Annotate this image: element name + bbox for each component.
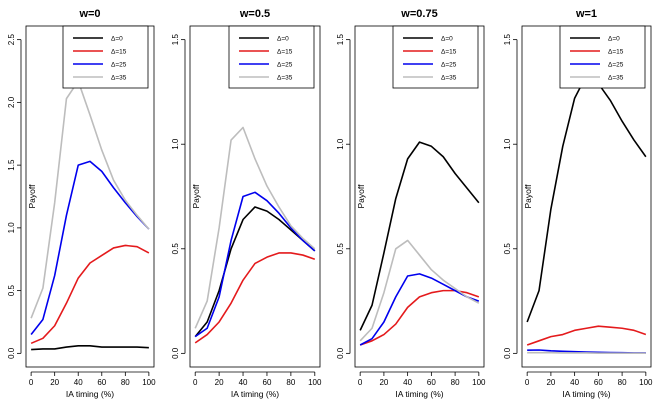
x-tick-label: 0 xyxy=(358,378,363,387)
x-tick-label: 40 xyxy=(403,378,412,387)
panel-title: w=1 xyxy=(575,8,597,20)
y-tick-label: 1.5 xyxy=(336,34,345,46)
x-tick-label: 80 xyxy=(451,378,460,387)
panel-1: w=0 0 20 40 60 80 100 IA timing (%) 0.0 0.5 1.0 1.5… xyxy=(7,8,156,399)
x-tick-label: 100 xyxy=(639,378,653,387)
series-line-3 xyxy=(359,273,480,346)
legend-entry: Δ=25 xyxy=(277,62,293,69)
legend-entry: Δ=35 xyxy=(608,75,624,82)
y-tick-label: 1.0 xyxy=(503,138,512,150)
y-tick-label: 1.5 xyxy=(503,34,512,46)
legend-entry: Δ=25 xyxy=(608,62,624,69)
x-axis-label: IA timing (%) xyxy=(562,389,610,399)
series-line-1 xyxy=(359,141,480,331)
x-tick-label: 20 xyxy=(215,378,224,387)
series-line-4 xyxy=(194,126,316,329)
y-tick-label: 1.5 xyxy=(171,34,180,46)
legend-box xyxy=(392,25,479,89)
x-tick-label: 100 xyxy=(142,378,156,387)
legend-entry: Δ=15 xyxy=(608,49,624,56)
x-tick-label: 20 xyxy=(379,378,388,387)
legend-entry: Δ=25 xyxy=(111,62,127,69)
legend-box xyxy=(62,25,149,89)
legend: Δ=0 Δ=15 Δ=25 Δ=35 xyxy=(392,25,479,89)
legend-box xyxy=(559,25,646,89)
panel-4: w=1 0 20 40 60 80 100 IA timing (%) 0.0 0.5 1.0 1.5… xyxy=(503,8,653,399)
x-axis-label: IA timing (%) xyxy=(66,389,114,399)
x-tick-label: 40 xyxy=(239,378,248,387)
legend-entry: Δ=0 xyxy=(608,36,620,43)
x-tick-label: 40 xyxy=(570,378,579,387)
series-line-2 xyxy=(526,325,647,346)
legend-entry: Δ=35 xyxy=(277,75,293,82)
y-tick-label: 0.5 xyxy=(503,243,512,255)
legend: Δ=0 Δ=15 Δ=25 Δ=35 xyxy=(62,25,149,89)
y-tick-label: 0.0 xyxy=(171,347,180,359)
series-line-1 xyxy=(194,206,316,338)
y-tick-label: 2.5 xyxy=(7,34,16,46)
x-tick-label: 60 xyxy=(263,378,272,387)
y-axis-label: Payoff xyxy=(191,184,201,209)
y-axis-label: Payoff xyxy=(27,184,37,209)
x-tick-label: 0 xyxy=(193,378,198,387)
y-tick-label: 1.0 xyxy=(336,138,345,150)
x-axis-label: IA timing (%) xyxy=(395,389,443,399)
x-tick-label: 20 xyxy=(546,378,555,387)
legend-entry: Δ=35 xyxy=(441,75,457,82)
series-line-2 xyxy=(359,289,480,346)
y-tick-label: 1.0 xyxy=(171,138,180,150)
x-tick-label: 60 xyxy=(427,378,436,387)
legend-entry: Δ=15 xyxy=(111,49,127,56)
y-tick-label: 0.0 xyxy=(336,347,345,359)
legend-entry: Δ=15 xyxy=(441,49,457,56)
legend-entry: Δ=0 xyxy=(111,36,123,43)
legend-entry: Δ=0 xyxy=(277,36,289,43)
y-tick-label: 0.5 xyxy=(336,243,345,255)
y-tick-label: 0.0 xyxy=(503,347,512,359)
legend-box xyxy=(228,25,315,89)
y-tick-label: 2.0 xyxy=(7,96,16,108)
x-tick-label: 80 xyxy=(618,378,627,387)
panel-title: w=0.75 xyxy=(400,8,437,20)
series-line-2 xyxy=(30,244,150,345)
legend-entry: Δ=0 xyxy=(441,36,453,43)
legend-entry: Δ=25 xyxy=(441,62,457,69)
series-line-3 xyxy=(194,191,316,338)
panel-title: w=0.5 xyxy=(239,8,270,20)
series-line-2 xyxy=(194,252,316,344)
legend-entry: Δ=15 xyxy=(277,49,293,56)
y-tick-label: 1.0 xyxy=(7,222,16,234)
legend-entry: Δ=35 xyxy=(111,75,127,82)
x-tick-label: 0 xyxy=(29,378,34,387)
x-axis-label: IA timing (%) xyxy=(231,389,279,399)
x-tick-label: 60 xyxy=(97,378,106,387)
panel-title: w=0 xyxy=(78,8,100,20)
x-tick-label: 100 xyxy=(472,378,486,387)
legend: Δ=0 Δ=15 Δ=25 Δ=35 xyxy=(559,25,646,89)
x-tick-label: 20 xyxy=(50,378,59,387)
series-line-4 xyxy=(30,80,150,319)
x-tick-label: 80 xyxy=(286,378,295,387)
x-tick-label: 0 xyxy=(525,378,530,387)
x-tick-label: 80 xyxy=(121,378,130,387)
x-tick-label: 100 xyxy=(308,378,322,387)
y-axis-label: Payoff xyxy=(523,184,533,209)
series-line-3 xyxy=(30,160,150,336)
x-tick-label: 40 xyxy=(74,378,83,387)
series-line-4 xyxy=(359,239,480,342)
series-line-1 xyxy=(31,345,149,351)
y-tick-label: 0.5 xyxy=(171,243,180,255)
series-line-1 xyxy=(526,74,647,323)
y-tick-label: 1.5 xyxy=(7,159,16,171)
y-axis-label: Payoff xyxy=(356,184,366,209)
legend: Δ=0 Δ=15 Δ=25 Δ=35 xyxy=(228,25,315,89)
y-tick-label: 0.5 xyxy=(7,285,16,297)
panel-2: w=0.5 0 20 40 60 80 100 IA timing (%) 0.0 0.5 1.0 1… xyxy=(171,8,322,399)
x-tick-label: 60 xyxy=(594,378,603,387)
y-tick-label: 0.0 xyxy=(7,347,16,359)
panel-3: w=0.75 0 20 40 60 80 100 IA timing (%) 0.0 0.5 1.0… xyxy=(336,8,486,399)
